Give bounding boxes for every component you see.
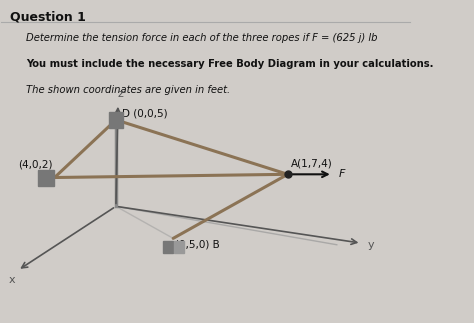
Text: The shown coordinates are given in feet.: The shown coordinates are given in feet. [26,85,230,95]
Text: x: x [9,275,15,285]
Text: (0,5,0) B: (0,5,0) B [175,240,220,250]
Text: C: C [45,176,53,186]
Text: F: F [339,169,345,179]
Text: D (0,0,5): D (0,0,5) [122,108,168,118]
Text: You must include the necessary Free Body Diagram in your calculations.: You must include the necessary Free Body… [26,59,433,69]
Text: Question 1: Question 1 [9,11,85,24]
Bar [109,112,123,128]
Bar [38,170,54,185]
Text: A(1,7,4): A(1,7,4) [291,159,333,169]
Bar [174,241,184,253]
Bar [163,241,173,253]
Text: (4,0,2): (4,0,2) [18,160,53,170]
Text: y: y [367,240,374,250]
Text: z: z [117,89,123,99]
Text: Determine the tension force in each of the three ropes if F = (625 j) lb: Determine the tension force in each of t… [26,33,377,43]
